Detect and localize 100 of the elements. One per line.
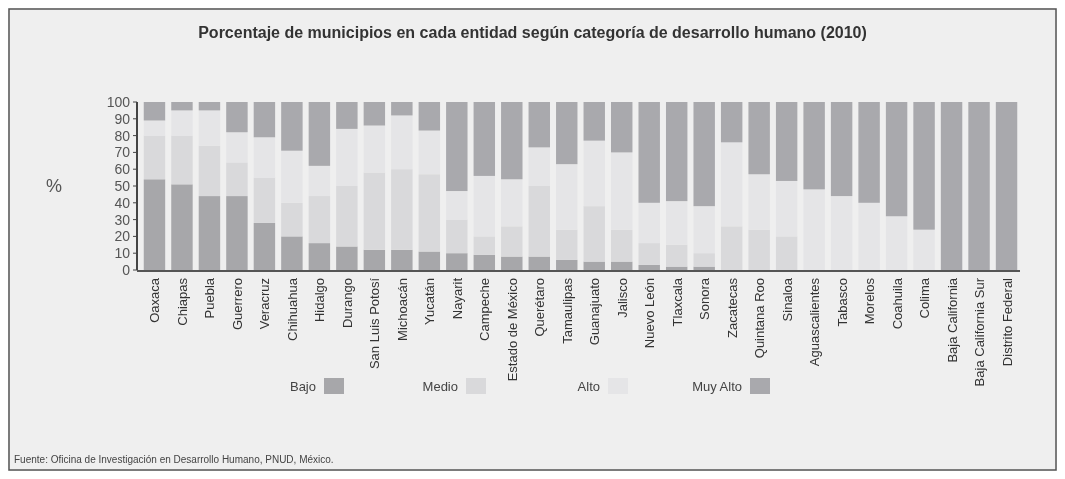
bar — [556, 259, 578, 270]
bar — [638, 264, 660, 270]
bar — [913, 229, 935, 270]
bar — [446, 102, 468, 192]
bar — [418, 251, 441, 270]
x-tick-label: Yucatán — [422, 278, 438, 325]
bar — [611, 102, 633, 153]
y-axis-title: % — [46, 176, 63, 196]
x-tick-label: Morelos — [862, 277, 878, 325]
bar — [775, 102, 798, 181]
bar — [803, 189, 825, 270]
x-tick-label: Chiapas — [174, 277, 190, 326]
y-tick-label: 0 — [122, 262, 131, 278]
bar — [308, 102, 331, 166]
bar — [253, 222, 276, 270]
bar — [803, 102, 825, 190]
y-tick-label: 30 — [114, 211, 131, 228]
bar — [363, 249, 386, 270]
y-tick-label: 70 — [114, 144, 131, 161]
bar — [858, 102, 880, 203]
x-tick-label: Chihuahua — [284, 277, 300, 341]
bar — [198, 102, 221, 111]
x-tick-label: Nuevo León — [642, 278, 658, 349]
x-tick-label: Sonora — [697, 277, 713, 320]
bar — [501, 256, 523, 270]
bar — [693, 266, 715, 270]
x-tick-label: Veracruz — [257, 278, 273, 330]
x-tick-label: Tabasco — [834, 278, 850, 327]
x-tick-label: Zacatecas — [724, 277, 740, 338]
bar — [363, 102, 386, 126]
x-tick-label: Michoacán — [394, 278, 410, 341]
x-tick-label: Distrito Federal — [999, 277, 1015, 367]
legend-label: Alto — [577, 379, 600, 394]
y-tick-label: 10 — [114, 245, 131, 262]
bar — [281, 236, 303, 270]
x-tick-label: Oaxaca — [147, 277, 163, 323]
x-tick-label: Quintana Roo — [752, 278, 768, 359]
x-tick-label: Sinaloa — [779, 277, 795, 322]
x-tick-label: Nayarit — [449, 277, 465, 320]
bar — [226, 196, 248, 270]
x-tick-label: Puebla — [202, 277, 218, 319]
bar — [171, 184, 193, 270]
bar — [665, 102, 688, 202]
x-tick-label: Aguascalientes — [807, 277, 823, 367]
x-tick-label: Hidalgo — [312, 278, 328, 323]
bar — [336, 102, 358, 129]
bar — [638, 102, 660, 203]
bar — [885, 102, 908, 217]
x-tick-label: Campeche — [477, 278, 493, 341]
bar — [446, 253, 468, 270]
bar — [748, 102, 770, 175]
bar — [693, 102, 715, 207]
bar — [528, 102, 550, 148]
bar — [308, 243, 331, 270]
bar — [830, 102, 853, 197]
bar — [143, 102, 166, 121]
bar — [391, 249, 413, 270]
y-tick-label: 20 — [114, 228, 131, 245]
bar — [336, 246, 358, 270]
x-tick-label: San Luis Potosí — [367, 277, 383, 370]
x-tick-label: Guanajuato — [587, 278, 603, 346]
bar — [940, 102, 963, 270]
x-tick-label: Coahuila — [889, 277, 905, 330]
source-note: Fuente: Oficina de Investigación en Desarrollo Humano, PNUD, México. — [14, 454, 334, 465]
x-tick-label: Baja California — [944, 277, 960, 363]
bar — [418, 102, 441, 131]
x-tick-label: Querétaro — [532, 278, 548, 337]
legend-label: Bajo — [289, 379, 316, 394]
bar — [858, 202, 880, 270]
bar — [830, 196, 853, 270]
y-tick-label: 50 — [114, 178, 131, 194]
x-tick-label: Baja California Sur — [972, 277, 988, 387]
bar — [528, 256, 550, 270]
bar — [226, 102, 248, 133]
y-tick-label: 60 — [114, 161, 131, 178]
bar — [198, 196, 221, 270]
bar — [720, 102, 743, 143]
bar — [913, 102, 935, 230]
x-tick-label: Guerrero — [229, 278, 245, 331]
bar — [583, 102, 605, 141]
bar — [281, 102, 303, 151]
chart-title: Porcentaje de municipios en cada entidad según categoría de desarrollo humano (2010) — [198, 24, 867, 41]
x-tick-label: Colima — [917, 277, 933, 319]
x-tick-label: Jalisco — [614, 278, 630, 318]
bar — [473, 254, 496, 270]
bar — [391, 102, 413, 116]
bar — [556, 102, 578, 165]
bar — [501, 102, 523, 180]
x-tick-label: Estado de México — [504, 278, 520, 382]
y-tick-label: 80 — [114, 127, 131, 144]
bar — [473, 102, 496, 176]
bar — [143, 179, 166, 270]
bar — [995, 102, 1018, 270]
legend-label: Medio — [422, 379, 458, 394]
x-tick-label: Durango — [339, 278, 355, 328]
x-tick-label: Tlaxcala — [669, 277, 685, 327]
y-tick-label: 40 — [114, 194, 131, 211]
bar — [583, 261, 605, 270]
x-tick-label: Tamaulipas — [559, 277, 575, 344]
y-tick-label: 100 — [106, 94, 131, 110]
